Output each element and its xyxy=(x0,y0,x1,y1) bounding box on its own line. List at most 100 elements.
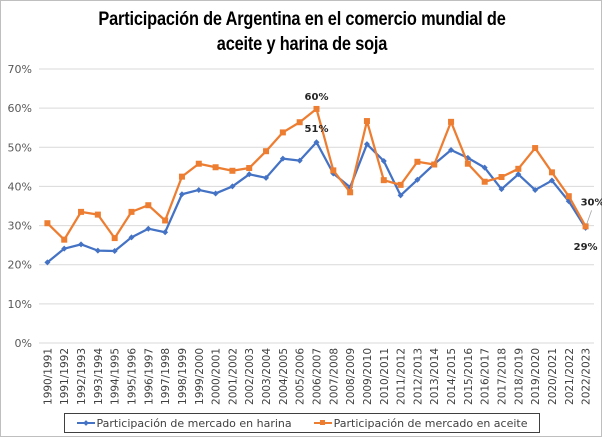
legend-item-harina: Participación de mercado en harina xyxy=(76,416,292,430)
data-point-aceite xyxy=(464,160,471,167)
x-tick-label: 2004/2005 xyxy=(278,348,290,405)
data-point-aceite xyxy=(347,189,354,196)
data-point-harina xyxy=(532,186,539,193)
y-tick-label: 60% xyxy=(8,102,32,115)
x-tick-label: 1992/1993 xyxy=(76,348,88,405)
chart-title-line-1: Participación de Argentina en el comerci… xyxy=(98,9,506,30)
data-point-aceite xyxy=(481,178,488,185)
x-tick-label: 2019/2020 xyxy=(530,348,542,405)
data-point-aceite xyxy=(582,223,589,230)
data-point-aceite xyxy=(313,105,320,112)
x-tick-label: 2015/2016 xyxy=(463,348,475,405)
data-point-harina xyxy=(313,139,320,146)
x-axis-ticks: 1990/1991 1991/1992 1992/1993 1993/1994 1994… xyxy=(42,348,592,405)
data-point-aceite xyxy=(397,181,404,188)
x-tick-label: 2022/2023 xyxy=(581,348,593,405)
data-point-aceite xyxy=(229,167,236,174)
leader-line xyxy=(586,210,592,225)
x-tick-label: 2018/2019 xyxy=(513,348,525,405)
data-point-harina xyxy=(279,155,286,162)
data-point-aceite xyxy=(414,158,421,165)
data-point-aceite xyxy=(212,164,219,171)
x-tick-label: 1995/1996 xyxy=(127,348,139,405)
data-point-aceite xyxy=(498,174,505,181)
data-point-aceite xyxy=(279,129,286,136)
data-label: 51% xyxy=(305,124,329,135)
data-point-harina xyxy=(111,248,118,255)
x-tick-label: 1996/1997 xyxy=(143,348,155,405)
data-point-harina xyxy=(94,247,101,254)
chart-title: Participación de Argentina en el comerci… xyxy=(43,7,561,57)
x-tick-label: 1993/1994 xyxy=(93,348,105,405)
data-point-harina xyxy=(61,245,68,252)
y-tick-label: 0% xyxy=(15,337,32,350)
data-point-aceite xyxy=(431,161,438,168)
legend-label-harina: Participación de mercado en harina xyxy=(96,416,292,430)
x-tick-label: 1997/1998 xyxy=(160,348,172,405)
data-point-harina xyxy=(363,141,370,148)
data-point-aceite xyxy=(178,173,185,180)
y-tick-label: 30% xyxy=(8,220,32,233)
data-point-harina xyxy=(397,192,404,199)
data-point-harina xyxy=(246,171,253,178)
x-tick-label: 1991/1992 xyxy=(59,348,71,405)
data-point-aceite xyxy=(565,193,572,200)
x-tick-label: 2017/2018 xyxy=(497,348,509,405)
data-point-harina xyxy=(515,171,522,178)
data-point-harina xyxy=(229,183,236,190)
legend-item-aceite: Participación de mercado en aceite xyxy=(313,417,528,430)
data-point-harina xyxy=(481,164,488,171)
data-point-aceite xyxy=(94,211,101,218)
x-tick-label: 2008/2009 xyxy=(345,348,357,405)
legend-swatch-harina-icon xyxy=(76,418,95,428)
y-tick-label: 20% xyxy=(8,259,32,272)
x-tick-label: 1998/1999 xyxy=(177,348,189,405)
x-tick-label: 2000/2001 xyxy=(211,348,223,405)
data-label: 60% xyxy=(305,92,329,103)
data-label: 29% xyxy=(574,242,598,253)
data-point-aceite xyxy=(61,236,68,243)
x-tick-label: 2014/2015 xyxy=(446,348,458,405)
series-line-harina xyxy=(46,141,587,264)
y-axis-ticks: 0% 10% 20% 30% 40% 50% 60% 70% xyxy=(8,63,32,350)
data-point-harina xyxy=(212,190,219,197)
data-point-harina xyxy=(263,174,270,181)
legend-swatch-aceite-icon xyxy=(313,418,332,428)
data-point-aceite xyxy=(532,145,539,152)
x-tick-label: 1994/1995 xyxy=(110,348,122,405)
x-tick-label: 2021/2022 xyxy=(564,348,576,405)
x-tick-label: 1999/2000 xyxy=(194,348,206,405)
data-point-harina xyxy=(414,176,421,183)
x-tick-label: 2009/2010 xyxy=(362,348,374,405)
data-point-harina xyxy=(128,234,135,241)
x-tick-label: 2013/2014 xyxy=(429,348,441,405)
y-tick-label: 70% xyxy=(8,63,32,76)
data-point-aceite xyxy=(44,220,51,227)
x-tick-label: 2016/2017 xyxy=(480,348,492,405)
x-tick-label: 1990/1991 xyxy=(42,348,54,405)
chart-title-line-2: aceite y harina de soja xyxy=(216,34,388,55)
y-tick-label: 50% xyxy=(8,141,32,154)
data-point-aceite xyxy=(162,217,169,224)
data-point-aceite xyxy=(448,118,455,125)
data-point-harina xyxy=(548,177,555,184)
data-labels: 60% 51% 30% 29% xyxy=(305,92,602,253)
data-point-harina xyxy=(145,225,152,232)
x-tick-label: 2012/2013 xyxy=(412,348,424,405)
data-point-aceite xyxy=(330,167,337,174)
data-point-harina xyxy=(380,157,387,164)
data-point-aceite xyxy=(380,177,387,184)
x-tick-label: 2003/2004 xyxy=(261,348,273,405)
data-point-harina xyxy=(195,186,202,193)
data-point-aceite xyxy=(111,235,118,242)
x-tick-label: 2001/2002 xyxy=(227,348,239,405)
data-point-harina xyxy=(498,186,505,193)
x-tick-label: 2010/2011 xyxy=(379,348,391,405)
x-tick-label: 2006/2007 xyxy=(312,348,324,405)
y-tick-label: 40% xyxy=(8,180,32,193)
data-point-aceite xyxy=(246,165,253,172)
y-tick-label: 10% xyxy=(8,298,32,311)
data-label: 30% xyxy=(581,197,602,208)
